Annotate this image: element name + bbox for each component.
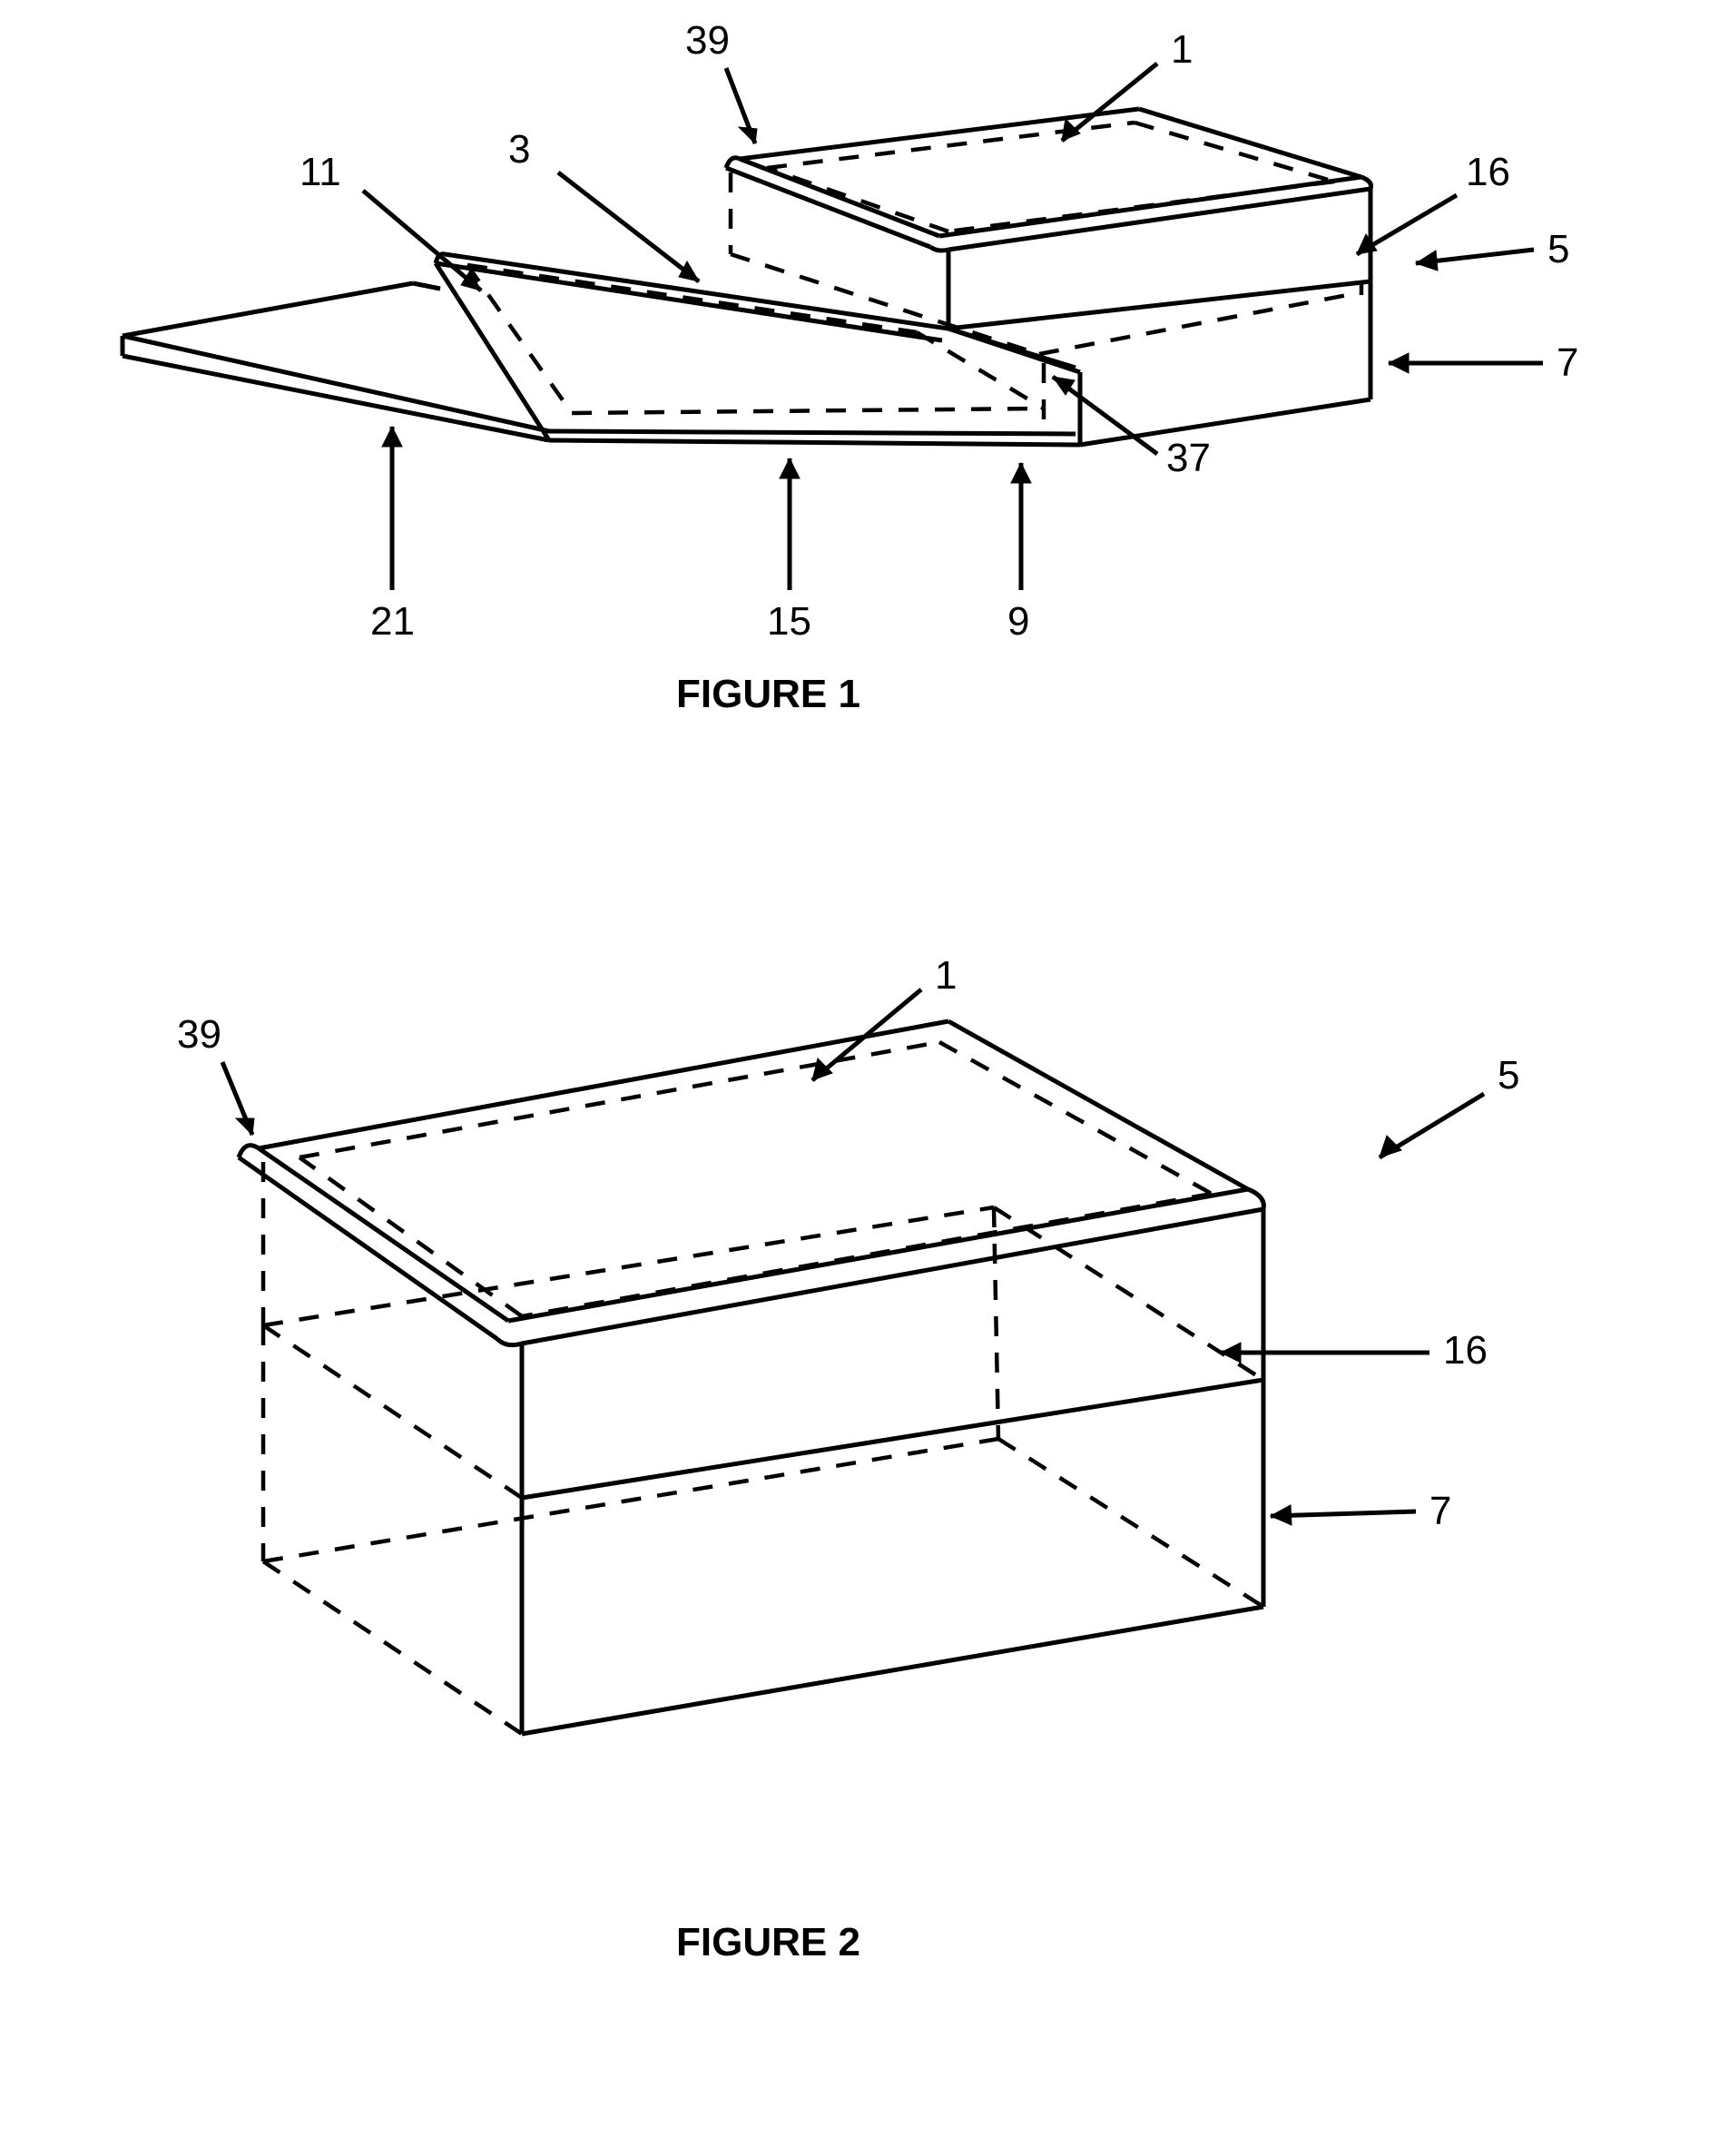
fig1-label-1: 1: [1171, 27, 1193, 73]
fig2-label-39: 39: [177, 1012, 221, 1058]
fig1-label-15: 15: [767, 599, 811, 645]
fig1-label-39: 39: [685, 18, 730, 64]
figure-2: 39 1 5 16 7 FIGURE 2: [0, 944, 1719, 2033]
figure-1: 39 1 11 3 16 5 7 37 21 15 9 FIGURE 1: [0, 0, 1719, 817]
fig1-label-16: 16: [1466, 150, 1510, 195]
fig1-label-5: 5: [1547, 227, 1569, 272]
fig1-label-37: 37: [1166, 436, 1211, 481]
figure-2-drawing: [0, 944, 1719, 2033]
figure-2-caption: FIGURE 2: [676, 1920, 860, 1965]
fig2-label-5: 5: [1498, 1053, 1519, 1098]
fig1-label-9: 9: [1007, 599, 1029, 645]
figure-1-caption: FIGURE 1: [676, 672, 860, 717]
fig2-label-7: 7: [1429, 1489, 1451, 1534]
fig2-label-1: 1: [935, 953, 957, 999]
fig1-label-3: 3: [508, 127, 530, 172]
fig1-label-21: 21: [370, 599, 415, 645]
fig1-label-11: 11: [300, 150, 341, 195]
fig1-label-7: 7: [1557, 340, 1578, 386]
fig2-label-16: 16: [1443, 1328, 1488, 1373]
